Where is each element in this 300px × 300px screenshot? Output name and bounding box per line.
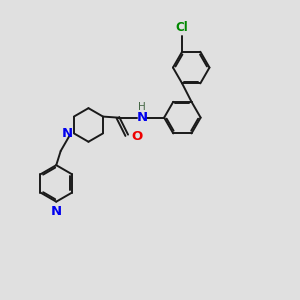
Text: N: N	[51, 205, 62, 218]
Text: N: N	[136, 111, 148, 124]
Text: H: H	[138, 102, 145, 112]
Text: Cl: Cl	[176, 21, 188, 34]
Text: N: N	[61, 127, 73, 140]
Text: O: O	[131, 130, 142, 143]
